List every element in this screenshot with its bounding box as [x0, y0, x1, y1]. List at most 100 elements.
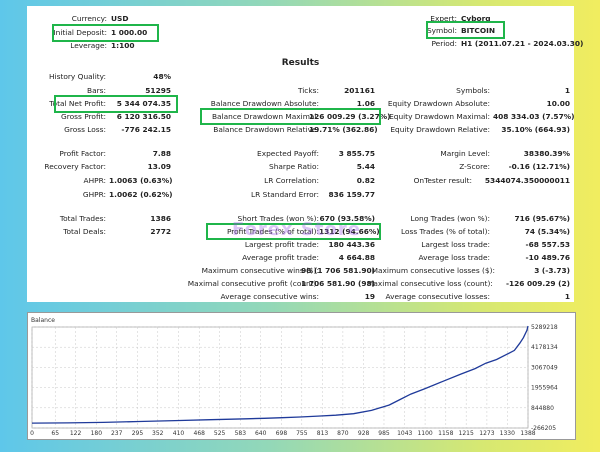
- balance-dd-max-label: Balance Drawdown Maximal:: [211, 112, 319, 121]
- x-tick-label: 1388: [520, 430, 535, 437]
- margin-level-label: Margin Level:: [440, 149, 490, 158]
- chart-title: Balance: [31, 317, 55, 324]
- history-quality-label: History Quality:: [48, 72, 106, 81]
- equity-dd-rel-label: Equity Drawdown Relative:: [390, 125, 490, 134]
- gross-profit-label: Gross Profit:: [61, 112, 106, 121]
- balance-dd-max-value: 126 009.29 (3.27%): [309, 112, 391, 121]
- currency-value: USD: [111, 14, 129, 23]
- highlight-profit-trades: [206, 223, 381, 240]
- highlight-symbol: [426, 21, 505, 39]
- largest-loss-label: Largest loss trade:: [421, 240, 490, 249]
- bars-value: 51295: [145, 86, 171, 95]
- strategy-tester-report: Currency: USD Initial Deposit: 1 000.00 …: [27, 6, 583, 302]
- bars-label: Bars:: [87, 86, 106, 95]
- x-tick-label: 1215: [459, 430, 474, 437]
- x-tick-label: 1043: [397, 430, 412, 437]
- leverage-label: Leverage:: [70, 41, 107, 50]
- profit-factor-value: 7.88: [152, 149, 171, 158]
- ontester-result-value: 5344074.350000011: [484, 176, 570, 185]
- y-tick-label: 4178134: [531, 344, 558, 351]
- short-trades-label: Short Trades (won %):: [237, 214, 320, 223]
- y-tick-label: 3067049: [531, 364, 558, 371]
- long-trades-label: Long Trades (won %):: [410, 214, 490, 223]
- balance-dd-rel-value: 19.71% (362.86): [309, 125, 378, 134]
- loss-trades-value: 74 (5.34%): [524, 227, 570, 236]
- avg-loss-label: Average loss trade:: [418, 253, 490, 262]
- balance-dd-abs-label: Balance Drawdown Absolute:: [210, 99, 319, 108]
- expert-label: Expert:: [430, 14, 457, 23]
- balance-chart: Balance -266205 844880 1955964 3067049 417813…: [27, 312, 576, 440]
- loss-trades-label: Loss Trades (% of total):: [401, 227, 490, 236]
- y-tick-label: -266205: [531, 425, 556, 432]
- ticks-label: Ticks:: [297, 86, 319, 95]
- z-score-value: -0.16 (12.71%): [508, 162, 570, 171]
- total-trades-label: Total Trades:: [59, 214, 106, 223]
- x-tick-label: 352: [152, 430, 164, 437]
- total-deals-value: 2772: [150, 227, 171, 236]
- ahpr-label: AHPR:: [83, 176, 106, 185]
- equity-dd-rel-value: 35.10% (664.93): [501, 125, 570, 134]
- equity-dd-abs-value: 10.00: [546, 99, 570, 108]
- symbol-label: Symbol:: [426, 26, 457, 35]
- profit-trades-label: Profit Trades (% of total):: [226, 227, 319, 236]
- profit-trades-value: 1312 (94.66%): [319, 227, 380, 236]
- symbol-value: BITCOIN: [461, 26, 496, 35]
- expected-payoff-label: Expected Payoff:: [257, 149, 319, 158]
- balance-dd-abs-value: 1.06: [356, 99, 375, 108]
- short-trades-value: 670 (93.58%): [319, 214, 375, 223]
- history-quality-value: 48%: [153, 72, 171, 81]
- expected-payoff-value: 3 855.75: [338, 149, 375, 158]
- y-tick-label: 1955964: [531, 385, 558, 392]
- y-tick-label: 844880: [531, 405, 554, 412]
- avg-profit-value: 4 664.88: [338, 253, 375, 262]
- x-tick-label: 813: [317, 430, 329, 437]
- x-tick-label: 295: [132, 430, 144, 437]
- margin-level-value: 38380.39%: [523, 149, 570, 158]
- symbols-value: 1: [564, 86, 570, 95]
- ahpr-value: 1.0063 (0.63%): [109, 176, 173, 185]
- total-net-profit-value: 5 344 074.35: [116, 99, 171, 108]
- gross-loss-label: Gross Loss:: [64, 125, 106, 134]
- avg-consec-losses-label: Average consecutive losses:: [385, 292, 491, 301]
- highlight-total-net-profit: [54, 95, 178, 113]
- equity-dd-max-label: Equity Drawdown Maximal:: [389, 112, 490, 121]
- equity-dd-abs-label: Equity Drawdown Absolute:: [387, 99, 490, 108]
- y-tick-label: 5289218: [531, 324, 558, 331]
- x-tick-label: 525: [214, 430, 226, 437]
- initial-deposit-label: Initial Deposit:: [53, 28, 107, 37]
- z-score-label: Z-Score:: [459, 162, 490, 171]
- largest-profit-label: Largest profit trade:: [244, 240, 319, 249]
- sharpe-ratio-value: 5.44: [356, 162, 375, 171]
- x-tick-label: 583: [235, 430, 247, 437]
- currency-label: Currency:: [71, 14, 107, 23]
- max-consec-losses-label: Maximum consecutive losses ($):: [371, 266, 495, 275]
- x-tick-label: 698: [276, 430, 288, 437]
- ticks-value: 201161: [344, 86, 375, 95]
- x-tick-label: 1273: [479, 430, 494, 437]
- period-value: H1 (2011.07.21 - 2024.03.30): [461, 39, 584, 48]
- symbols-label: Symbols:: [456, 86, 490, 95]
- x-tick-label: 1158: [438, 430, 453, 437]
- sharpe-ratio-label: Sharpe Ratio:: [269, 162, 319, 171]
- x-tick-label: 1100: [417, 430, 432, 437]
- maximal-consec-profit-value: 1 706 581.90 (98): [301, 279, 375, 288]
- lr-std-error-label: LR Standard Error:: [251, 190, 319, 199]
- total-deals-label: Total Deals:: [63, 227, 106, 236]
- equity-dd-max-value: 408 334.03 (7.57%): [493, 112, 575, 121]
- avg-profit-label: Average profit trade:: [242, 253, 319, 262]
- x-tick-label: 65: [51, 430, 59, 437]
- leverage-value: 1:100: [111, 41, 135, 50]
- x-tick-label: 122: [70, 430, 82, 437]
- avg-consec-losses-value: 1: [564, 292, 570, 301]
- x-tick-label: 870: [337, 430, 349, 437]
- ontester-result-label: OnTester result:: [413, 176, 472, 185]
- max-consec-wins-label: Maximum consecutive wins ($):: [201, 266, 319, 275]
- gross-loss-value: -776 242.15: [121, 125, 171, 134]
- lr-correlation-value: 0.82: [356, 176, 375, 185]
- ghpr-value: 1.0062 (0.62%): [109, 190, 173, 199]
- x-tick-label: 1330: [500, 430, 515, 437]
- ghpr-label: GHPR:: [82, 190, 106, 199]
- initial-deposit-value: 1 000.00: [111, 28, 148, 37]
- maximal-consec-loss-value: -126 009.29 (2): [505, 279, 570, 288]
- period-label: Period:: [431, 39, 457, 48]
